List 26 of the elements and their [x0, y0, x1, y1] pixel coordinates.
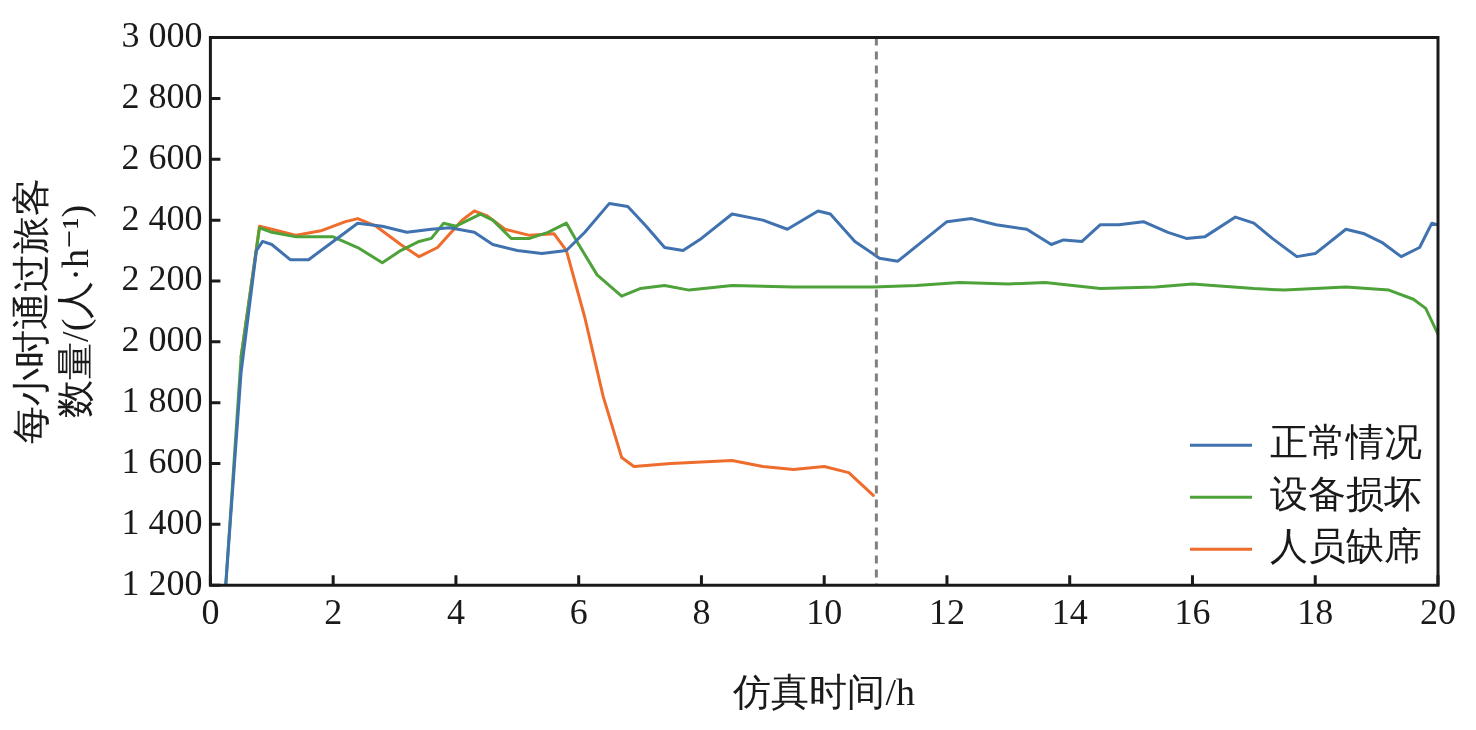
y-tick-label: 1 400: [121, 501, 203, 542]
y-tick-label: 3 000: [121, 15, 203, 56]
x-tick-label: 14: [1051, 592, 1088, 633]
y-tick-label: 1 800: [121, 380, 203, 421]
y-tick-label: 2 800: [121, 75, 203, 116]
legend-label: 设备损坏: [1270, 473, 1422, 516]
y-tick-label: 2 400: [121, 197, 203, 238]
x-tick-label: 6: [569, 592, 588, 633]
y-tick-label: 1 600: [121, 440, 203, 481]
legend-label: 人员缺席: [1270, 525, 1422, 568]
x-tick-label: 8: [692, 592, 711, 633]
x-tick-label: 12: [928, 592, 965, 633]
y-tick-label: 2 600: [121, 136, 203, 177]
x-tick-label: 0: [201, 592, 220, 633]
x-tick-label: 16: [1174, 592, 1211, 633]
x-tick-label: 10: [806, 592, 843, 633]
x-tick-label: 4: [446, 592, 465, 633]
y-tick-label: 2 000: [121, 319, 203, 360]
legend-label: 正常情况: [1270, 421, 1422, 464]
x-axis-title: 仿真时间/h: [732, 671, 915, 714]
x-tick-label: 2: [324, 592, 343, 633]
x-tick-label: 18: [1297, 592, 1334, 633]
y-tick-label: 2 200: [121, 258, 203, 299]
y-tick-label: 1 200: [121, 562, 203, 603]
y-axis-title: 每小时通过旅客数量/(人·h⁻¹): [9, 178, 97, 445]
x-tick-label: 20: [1420, 592, 1456, 633]
